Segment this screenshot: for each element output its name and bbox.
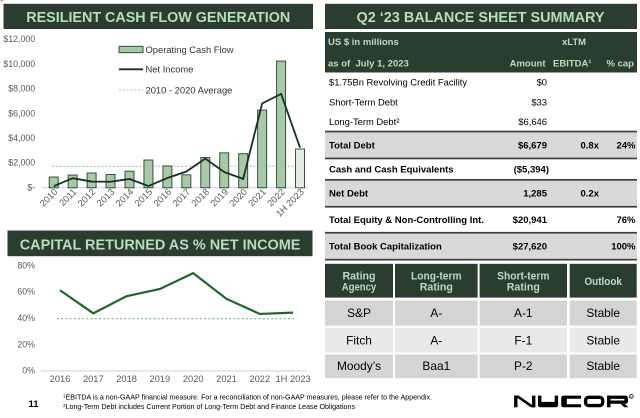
svg-text:Agency: Agency bbox=[342, 282, 377, 294]
svg-text:0.8x: 0.8x bbox=[581, 140, 600, 151]
svg-text:US $ in millions: US $ in millions bbox=[328, 37, 399, 48]
svg-text:$6,000: $6,000 bbox=[8, 108, 35, 118]
svg-text:1,285: 1,285 bbox=[523, 189, 547, 200]
svg-text:2018: 2018 bbox=[116, 374, 137, 384]
svg-text:Short-term: Short-term bbox=[497, 271, 549, 283]
svg-text:A-: A- bbox=[430, 333, 442, 347]
svg-text:Stable: Stable bbox=[586, 359, 620, 373]
svg-text:$6,646: $6,646 bbox=[518, 116, 547, 127]
svg-text:Q2 ‘23 BALANCE SHEET SUMMARY: Q2 ‘23 BALANCE SHEET SUMMARY bbox=[357, 10, 605, 26]
svg-text:Operating Cash Flow: Operating Cash Flow bbox=[146, 44, 234, 55]
svg-text:Rating: Rating bbox=[342, 271, 375, 283]
svg-text:$20,941: $20,941 bbox=[513, 215, 548, 226]
svg-text:60%: 60% bbox=[17, 287, 35, 297]
svg-text:Stable: Stable bbox=[586, 333, 620, 347]
svg-text:% cap: % cap bbox=[607, 59, 635, 70]
svg-text:11: 11 bbox=[28, 399, 39, 410]
svg-text:$2,000: $2,000 bbox=[8, 158, 35, 168]
svg-text:$6,679: $6,679 bbox=[518, 140, 547, 151]
svg-text:$33: $33 bbox=[531, 96, 547, 107]
svg-text:$27,620: $27,620 bbox=[513, 242, 547, 253]
svg-text:($5,394): ($5,394) bbox=[514, 165, 549, 176]
svg-text:Net Debt: Net Debt bbox=[329, 189, 369, 200]
svg-text:F-1: F-1 bbox=[514, 333, 532, 347]
svg-text:76%: 76% bbox=[616, 215, 636, 226]
svg-text:xLTM: xLTM bbox=[562, 37, 586, 48]
svg-text:EBITDA¹: EBITDA¹ bbox=[553, 59, 592, 70]
svg-text:P-2: P-2 bbox=[514, 359, 533, 373]
svg-text:CAPITAL RETURNED AS % NET INCO: CAPITAL RETURNED AS % NET INCOME bbox=[20, 237, 301, 253]
svg-text:0%: 0% bbox=[22, 366, 35, 376]
svg-text:Amount: Amount bbox=[510, 59, 547, 70]
svg-text:RESILIENT CASH FLOW GENERATION: RESILIENT CASH FLOW GENERATION bbox=[26, 10, 290, 26]
svg-text:Baa1: Baa1 bbox=[422, 359, 450, 373]
svg-text:Cash and Cash Equivalents: Cash and Cash Equivalents bbox=[329, 165, 454, 176]
svg-text:$8,000: $8,000 bbox=[8, 84, 35, 94]
svg-text:100%: 100% bbox=[611, 242, 636, 253]
svg-text:2017: 2017 bbox=[83, 374, 104, 384]
svg-text:Long-Term Debt²: Long-Term Debt² bbox=[329, 116, 399, 127]
svg-text:A-: A- bbox=[430, 306, 442, 320]
svg-text:$-: $- bbox=[27, 182, 35, 192]
svg-text:Total Equity & Non-Controlling: Total Equity & Non-Controlling Int. bbox=[329, 215, 484, 226]
svg-text:S&P: S&P bbox=[347, 306, 371, 320]
svg-text:20%: 20% bbox=[17, 339, 35, 349]
svg-text:$4,000: $4,000 bbox=[8, 133, 35, 143]
svg-text:1H 2023: 1H 2023 bbox=[276, 374, 311, 384]
svg-text:Rating: Rating bbox=[507, 282, 540, 294]
svg-text:Fitch: Fitch bbox=[346, 333, 372, 347]
svg-text:2016: 2016 bbox=[50, 374, 71, 384]
svg-text:Rating: Rating bbox=[420, 282, 453, 294]
svg-text:as of July 1, 2023: as of July 1, 2023 bbox=[328, 59, 409, 70]
svg-text:Moody’s: Moody’s bbox=[337, 359, 381, 373]
svg-text:Total Debt: Total Debt bbox=[329, 140, 376, 151]
svg-text:$1.75Bn Revolving Credit Facil: $1.75Bn Revolving Credit Facility bbox=[329, 76, 467, 87]
svg-text:Long-term: Long-term bbox=[411, 271, 462, 283]
svg-text:A-1: A-1 bbox=[514, 306, 533, 320]
svg-text:2010 - 2020 Average: 2010 - 2020 Average bbox=[146, 84, 233, 95]
svg-text:2019: 2019 bbox=[150, 374, 171, 384]
svg-text:$12,000: $12,000 bbox=[3, 34, 35, 44]
svg-text:$10,000: $10,000 bbox=[3, 59, 35, 69]
svg-text:Outlook: Outlook bbox=[584, 276, 622, 288]
svg-text:2020: 2020 bbox=[183, 374, 204, 384]
svg-text:24%: 24% bbox=[616, 140, 636, 151]
svg-text:Short-Term Debt: Short-Term Debt bbox=[329, 96, 398, 107]
svg-text:2021: 2021 bbox=[216, 374, 237, 384]
svg-text:2022: 2022 bbox=[249, 374, 270, 384]
svg-text:2Long-Term Debt includes Curre: 2Long-Term Debt includes Current Portion… bbox=[63, 403, 355, 411]
svg-text:Net Income: Net Income bbox=[146, 64, 194, 75]
svg-text:Stable: Stable bbox=[586, 306, 620, 320]
svg-text:$0: $0 bbox=[537, 76, 547, 87]
svg-text:Total Book Capitalization: Total Book Capitalization bbox=[329, 242, 442, 253]
svg-text:80%: 80% bbox=[17, 260, 35, 270]
svg-text:40%: 40% bbox=[17, 313, 35, 323]
svg-text:1EBITDA is a non-GAAP financia: 1EBITDA is a non-GAAP financial measure.… bbox=[63, 393, 432, 401]
svg-text:0.2x: 0.2x bbox=[581, 189, 600, 200]
